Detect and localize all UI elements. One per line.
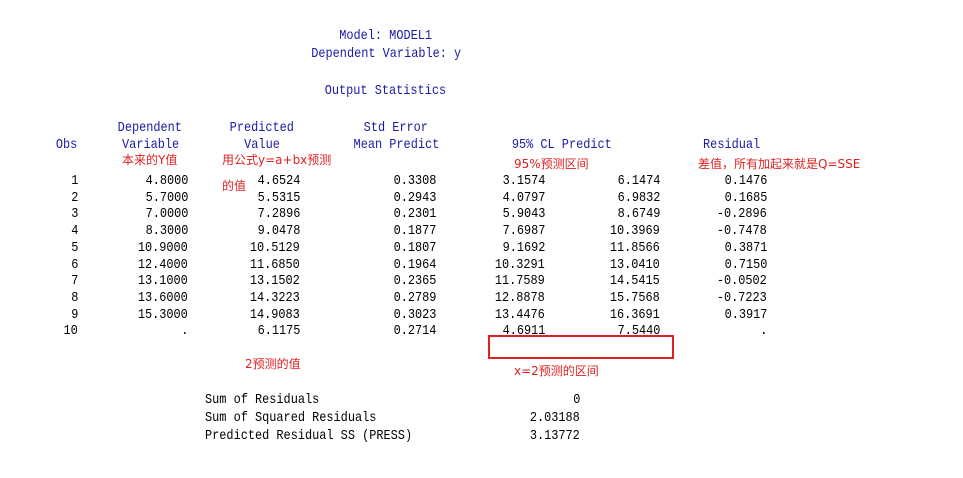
summary-value: 0 (573, 392, 581, 408)
cell: 0.2365 (393, 273, 437, 290)
cell: 12.8878 (494, 289, 545, 306)
cell: 0.3023 (393, 306, 437, 323)
cell: 3.1574 (502, 173, 546, 189)
column-header: Residual (702, 137, 760, 153)
cell: 4.6911 (502, 323, 546, 340)
cell: 0.2943 (393, 189, 437, 206)
summary-value: 2.03188 (529, 410, 580, 426)
cell: 6 (71, 256, 79, 273)
cell: 10 (63, 323, 78, 340)
cell: 13.0410 (609, 256, 660, 273)
dependent-title: Dependent Variable: y (311, 46, 462, 62)
column-header: Predicted (229, 120, 294, 136)
cell: 0.1476 (724, 173, 768, 189)
cell: 0.1807 (393, 239, 437, 256)
cell: 0.2714 (393, 323, 437, 340)
cell: 14.9083 (249, 306, 300, 323)
annotation: 2预测的值 (245, 357, 301, 371)
column-header: Variable (121, 137, 179, 153)
cell: 10.9000 (137, 239, 188, 256)
cell: 5.7000 (145, 189, 189, 206)
cell: 14.3223 (249, 289, 300, 306)
cell: 0.1964 (393, 256, 437, 273)
cell: -0.2896 (716, 206, 767, 223)
cell: 5.9043 (502, 206, 546, 223)
cell: 9.0478 (257, 223, 301, 240)
cell: 7.2896 (257, 206, 301, 223)
cell: 10.3291 (494, 256, 545, 273)
column-header: Value (244, 137, 280, 153)
column-header: Obs (55, 137, 77, 153)
cell: . (760, 323, 768, 340)
cell: 10.3969 (609, 223, 660, 240)
cell: 16.3691 (609, 306, 660, 323)
cell: 4.6524 (257, 173, 301, 189)
cell: 2 (71, 189, 79, 206)
cell: . (181, 323, 189, 340)
cell: 0.1685 (724, 189, 768, 206)
column-header: 95% CL Predict (511, 137, 612, 153)
cell: 4.8000 (145, 173, 189, 189)
cell: 11.6850 (249, 256, 300, 273)
annotation: 95%预测区间 (514, 157, 589, 171)
column-header: Mean Predict (353, 137, 439, 153)
summary-label: Sum of Residuals (205, 392, 320, 408)
cell: 4 (71, 223, 79, 240)
annotation: 的值 (222, 179, 247, 193)
cell: 4.0797 (502, 189, 546, 206)
cell: 5.5315 (257, 189, 301, 206)
cell: 8.6749 (617, 206, 661, 223)
cell: -0.0502 (716, 273, 767, 290)
cell: 5 (71, 239, 79, 256)
annotation: 本来的Y值 (122, 153, 178, 167)
annotation: 差值，所有加起来就是Q=SSE (698, 157, 861, 171)
cell: 13.4476 (494, 306, 545, 323)
summary-value: 3.13772 (529, 428, 580, 444)
column-header: Dependent (117, 120, 182, 136)
cell: 0.3308 (393, 173, 437, 189)
section-title: Output Statistics (324, 83, 447, 99)
cell: -0.7478 (716, 223, 767, 240)
cell: 0.2301 (393, 206, 437, 223)
cell: -0.7223 (716, 289, 767, 306)
cell: 6.1175 (257, 323, 301, 340)
cell: 15.7568 (609, 289, 660, 306)
cell: 13.1000 (137, 273, 188, 290)
annotation: 用公式y=a+bx预测 (222, 153, 332, 167)
cell: 0.1877 (393, 223, 437, 240)
cell: 0.2789 (393, 289, 437, 306)
annotation: x=2预测的区间 (514, 364, 599, 378)
cell: 13.6000 (137, 289, 188, 306)
cell: 11.8566 (609, 239, 660, 256)
cell: 0.7150 (724, 256, 768, 273)
cell: 8.3000 (145, 223, 189, 240)
cell: 9 (71, 306, 79, 323)
cell: 7.0000 (145, 206, 189, 223)
cell: 1 (71, 173, 79, 189)
summary-label: Sum of Squared Residuals (205, 410, 377, 426)
cell: 7.6987 (502, 223, 546, 240)
cell: 12.4000 (137, 256, 188, 273)
cell: 8 (71, 289, 79, 306)
cell: 14.5415 (609, 273, 660, 290)
cell: 11.7589 (494, 273, 545, 290)
cell: 3 (71, 206, 79, 223)
highlight-box (488, 335, 674, 359)
cell: 9.1692 (502, 239, 546, 256)
summary-label: Predicted Residual SS (PRESS) (205, 428, 413, 444)
cell: 0.3871 (724, 239, 768, 256)
cell: 7 (71, 273, 79, 290)
cell: 6.9832 (617, 189, 661, 206)
column-header: Std Error (363, 120, 428, 136)
model-title: Model: MODEL1 (339, 28, 433, 44)
cell: 0.3917 (724, 306, 768, 323)
cell: 13.1502 (249, 273, 300, 290)
cell: 10.5129 (249, 239, 300, 256)
cell: 7.5440 (617, 323, 661, 340)
cell: 15.3000 (137, 306, 188, 323)
cell: 6.1474 (617, 173, 661, 189)
